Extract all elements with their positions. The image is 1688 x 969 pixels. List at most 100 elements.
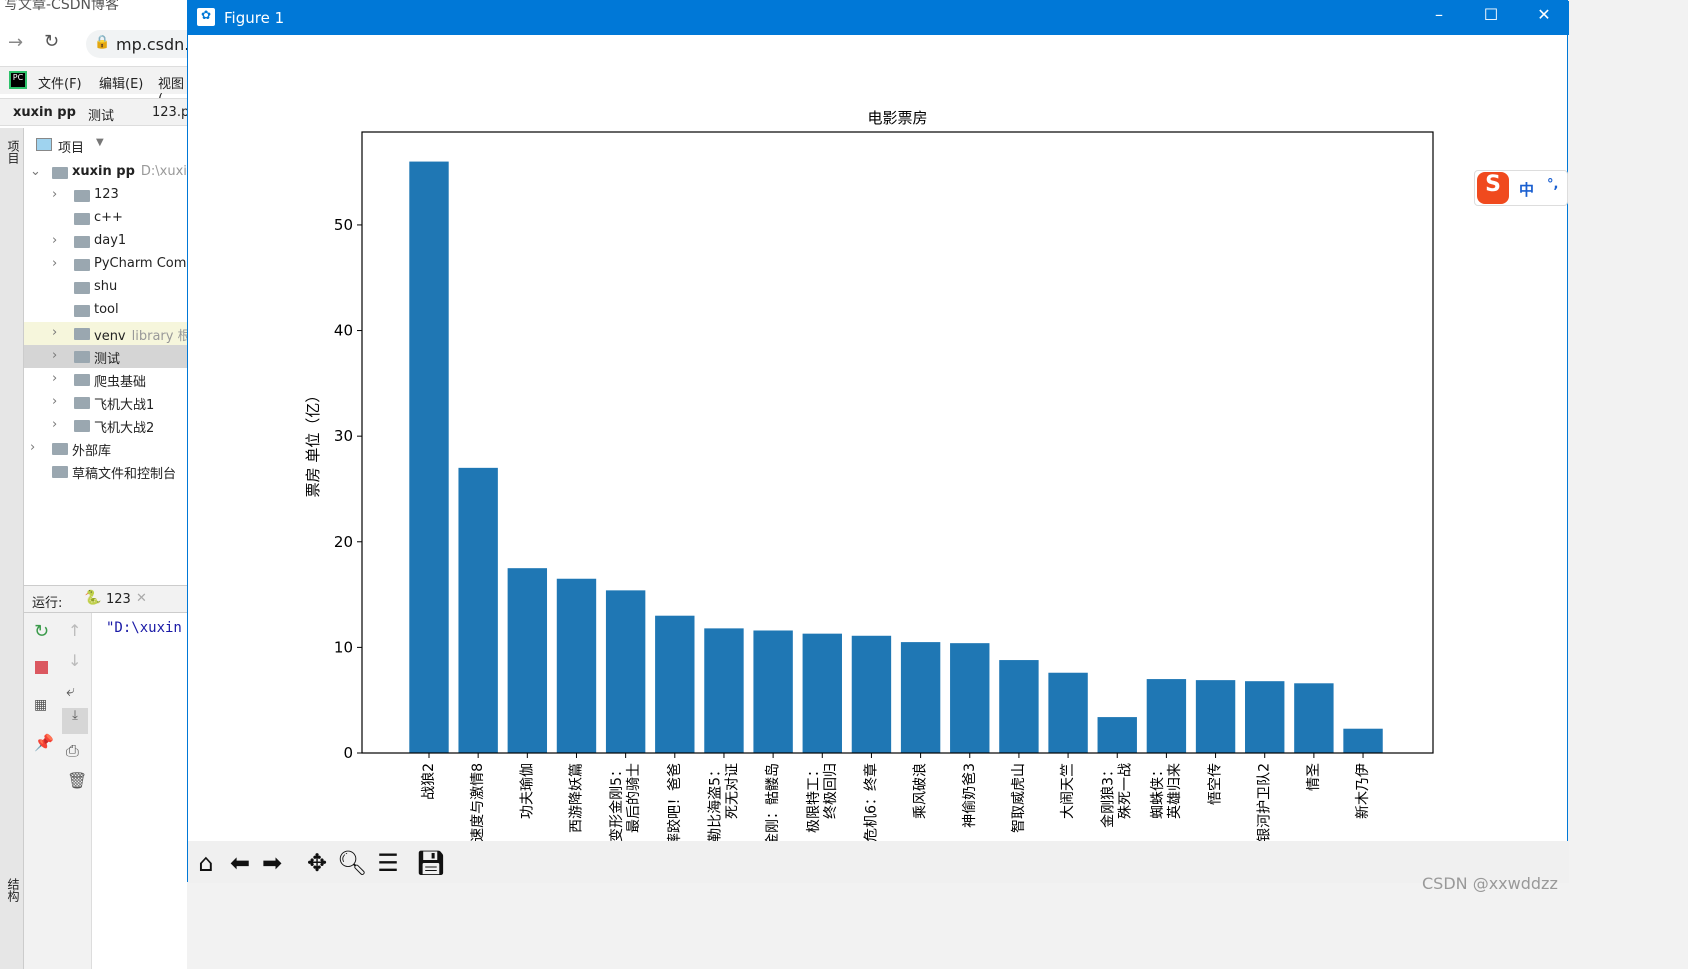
bar xyxy=(1195,680,1236,753)
tree-item[interactable]: › PyCharm Comr xyxy=(24,253,187,276)
chevron-right-icon[interactable]: › xyxy=(52,394,58,409)
breadcrumb-file[interactable]: 123.p xyxy=(152,105,187,120)
tree-item[interactable]: › day1 xyxy=(24,230,187,253)
scroll-to-end-icon[interactable]: ⤓ xyxy=(62,708,88,734)
tree-item[interactable]: 草稿文件和控制台 xyxy=(24,460,187,483)
close-button[interactable]: ✕ xyxy=(1537,5,1551,24)
forward-icon[interactable]: ➡ xyxy=(261,849,283,877)
x-tick-label: 智取威虎山 xyxy=(1011,763,1027,833)
close-icon[interactable]: ✕ xyxy=(136,591,147,606)
breadcrumb-project[interactable]: xuxin pp xyxy=(13,105,76,120)
window-title: Figure 1 xyxy=(224,9,285,27)
soft-wrap-icon[interactable]: ⤶ xyxy=(66,681,75,700)
pin-icon[interactable]: 📌 xyxy=(34,733,54,752)
watermark: CSDN @xxwddzz xyxy=(1422,874,1558,893)
folder-icon xyxy=(74,374,90,386)
structure-side-tab[interactable]: 结构 xyxy=(6,878,20,902)
menu-edit[interactable]: 编辑(E) xyxy=(99,77,144,92)
tree-item[interactable]: › 外部库 xyxy=(24,437,187,460)
configure-subplots-icon[interactable]: ☰ xyxy=(377,849,399,877)
up-icon[interactable]: ↑ xyxy=(68,621,82,640)
tree-item[interactable]: › 飞机大战1 xyxy=(24,391,187,414)
x-tick-label: 摔跤吧！爸爸 xyxy=(666,763,683,841)
bar xyxy=(1097,717,1137,753)
minimize-button[interactable]: – xyxy=(1435,5,1443,24)
forward-icon[interactable]: → xyxy=(8,32,24,53)
folder-icon xyxy=(74,213,90,225)
bar xyxy=(900,642,941,753)
tree-item[interactable]: › 123 xyxy=(24,184,187,207)
folder-icon xyxy=(52,466,68,478)
tree-item-text: 飞机大战2 xyxy=(94,417,154,436)
lock-icon: 🔒 xyxy=(94,35,111,50)
x-tick-label: 速度与激情8 xyxy=(469,763,486,841)
console-output[interactable]: "D:\xuxin xyxy=(106,620,182,636)
bar xyxy=(409,161,449,754)
run-tab[interactable]: 123 xyxy=(106,592,131,607)
tree-item[interactable]: shu xyxy=(24,276,187,299)
tree-item[interactable]: › 飞机大战2 xyxy=(24,414,187,437)
tree-item-text: xuxin pp D:\xuxin xyxy=(72,164,187,179)
down-icon[interactable]: ↓ xyxy=(68,651,82,670)
chevron-right-icon[interactable]: › xyxy=(52,187,58,202)
reload-icon[interactable]: ↻ xyxy=(44,31,60,52)
tree-item-text: tool xyxy=(94,302,119,317)
project-side-tab[interactable]: 项目 xyxy=(6,140,20,164)
ime-mode[interactable]: 中 xyxy=(1519,181,1535,199)
home-icon[interactable]: ⌂ xyxy=(198,849,214,877)
tree-item[interactable]: › 测试 xyxy=(24,345,187,368)
chevron-right-icon[interactable]: › xyxy=(52,417,58,432)
axes-frame xyxy=(361,131,1434,754)
rerun-icon[interactable]: ↻ xyxy=(34,621,50,642)
tree-item-label: venv xyxy=(94,329,126,344)
run-toolbar: ↻ ▦ 📌 ↑ ↓ ⤶ ⤓ ⎙ 🗑 xyxy=(24,613,92,969)
title-bar[interactable]: ✿ Figure 1 – ☐ ✕ xyxy=(188,1,1569,35)
project-view-dropdown[interactable]: 项目 ▼ xyxy=(24,132,187,158)
folder-icon xyxy=(74,259,90,271)
chevron-down-icon[interactable]: ⌄ xyxy=(30,164,41,179)
tree-item-text: 123 xyxy=(94,187,119,202)
sogou-logo-icon: S xyxy=(1477,172,1509,204)
print-icon[interactable]: ⎙ xyxy=(66,741,79,760)
delete-icon[interactable]: 🗑 xyxy=(67,771,88,790)
layout-icon[interactable]: ▦ xyxy=(34,697,48,713)
maximize-button[interactable]: ☐ xyxy=(1483,5,1499,24)
tree-item-text: 测试 xyxy=(94,348,120,367)
tree-item-label: 飞机大战1 xyxy=(94,398,155,413)
chevron-right-icon[interactable]: › xyxy=(52,325,58,340)
tree-item[interactable]: tool xyxy=(24,299,187,322)
pan-icon[interactable]: ✥ xyxy=(306,849,328,877)
x-tick-label: 神偷奶爸3 xyxy=(962,763,978,828)
url-text: mp.csdn. xyxy=(116,35,187,54)
bar xyxy=(851,635,892,753)
python-icon: 🐍 xyxy=(84,590,102,606)
folder-icon xyxy=(74,282,90,294)
chevron-right-icon[interactable]: › xyxy=(30,440,36,455)
bar xyxy=(753,630,793,753)
chevron-right-icon[interactable]: › xyxy=(52,371,58,386)
x-tick-label: 最后的骑士 xyxy=(626,763,642,833)
back-icon[interactable]: ⬅ xyxy=(229,849,251,877)
save-icon[interactable]: 💾︎ xyxy=(415,849,447,877)
ime-punct[interactable]: °, xyxy=(1547,177,1559,192)
x-tick-label: 西游降妖篇 xyxy=(568,763,584,833)
x-tick-label: 极限特工： xyxy=(806,763,822,833)
menu-file[interactable]: 文件(F) xyxy=(38,77,82,92)
breadcrumb-folder[interactable]: 测试 xyxy=(88,109,115,124)
tree-item-label: tool xyxy=(94,302,119,317)
x-tick-label: 变形金刚5： xyxy=(609,763,625,841)
address-bar[interactable]: 🔒 mp.csdn. xyxy=(86,30,187,58)
tree-item-label: 123 xyxy=(94,187,119,202)
chevron-right-icon[interactable]: › xyxy=(52,233,58,248)
chevron-right-icon[interactable]: › xyxy=(52,348,58,363)
tree-item[interactable]: › venv library 根 xyxy=(24,322,187,345)
tree-item[interactable]: › 爬虫基础 xyxy=(24,368,187,391)
tree-item-hint: D:\xuxin xyxy=(140,164,187,179)
tree-item[interactable]: ⌄ xuxin pp D:\xuxin xyxy=(24,161,187,184)
ime-status-bar[interactable]: S 中 °, xyxy=(1474,170,1568,206)
tree-item[interactable]: c++ xyxy=(24,207,187,230)
zoom-icon[interactable]: 🔍︎ xyxy=(336,849,368,877)
stop-icon[interactable] xyxy=(35,661,48,674)
chevron-right-icon[interactable]: › xyxy=(52,256,58,271)
bar xyxy=(1245,681,1285,753)
